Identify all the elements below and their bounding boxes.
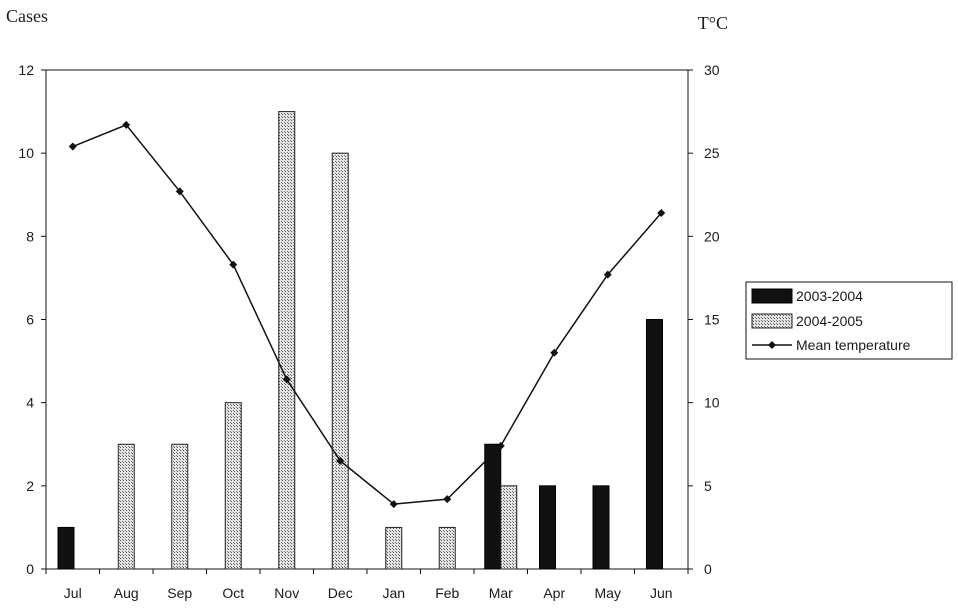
legend-label-temperature: Mean temperature bbox=[796, 337, 911, 353]
bar-2004-2005 bbox=[171, 443, 189, 570]
bar-2003-2004 bbox=[592, 485, 610, 570]
y-tick-label: 0 bbox=[26, 561, 34, 577]
temperature-marker bbox=[443, 495, 452, 504]
temperature-marker bbox=[657, 209, 666, 218]
temperature-marker bbox=[336, 456, 345, 465]
y2-tick-label: 15 bbox=[704, 312, 720, 328]
bar-2004-2005 bbox=[117, 443, 135, 570]
y-tick-label: 8 bbox=[26, 228, 34, 244]
temperature-marker bbox=[175, 187, 184, 196]
x-tick-label: Aug bbox=[114, 585, 139, 601]
y-tick-label: 6 bbox=[26, 312, 34, 328]
y2-tick-label: 25 bbox=[704, 145, 720, 161]
legend-swatch-2003-2004 bbox=[751, 288, 793, 304]
temperature-marker bbox=[229, 260, 238, 269]
x-tick-label: Feb bbox=[435, 585, 459, 601]
legend-marker-temperature bbox=[768, 341, 776, 349]
y2-tick-label: 20 bbox=[704, 228, 720, 244]
x-tick-label: Jun bbox=[650, 585, 673, 601]
x-tick-label: Mar bbox=[489, 585, 513, 601]
y2-tick-label: 5 bbox=[704, 478, 712, 494]
x-tick-label: Apr bbox=[543, 585, 565, 601]
bar-2003-2004 bbox=[57, 526, 75, 570]
bar-2004-2005 bbox=[224, 402, 242, 570]
bar-2004-2005 bbox=[331, 152, 349, 570]
bar-2003-2004 bbox=[484, 443, 502, 570]
bar-2003-2004 bbox=[539, 485, 556, 570]
bar-2004-2005 bbox=[385, 526, 403, 570]
x-tick-label: Nov bbox=[274, 585, 299, 601]
y-tick-label: 2 bbox=[26, 478, 34, 494]
temperature-line bbox=[72, 123, 662, 505]
x-tick-label: Sep bbox=[167, 585, 192, 601]
y-tick-label: 12 bbox=[18, 62, 34, 78]
x-tick-label: Dec bbox=[328, 585, 353, 601]
legend-label-2004-2005: 2004-2005 bbox=[796, 313, 863, 329]
y2-tick-label: 0 bbox=[704, 561, 712, 577]
y-axis-title: Cases bbox=[6, 6, 48, 26]
temperature-marker bbox=[68, 142, 77, 151]
x-tick-label: May bbox=[595, 585, 621, 601]
bar-2003-2004 bbox=[646, 319, 663, 570]
bar-2004-2005 bbox=[278, 111, 296, 570]
temperature-marker bbox=[496, 441, 505, 450]
x-tick-label: Oct bbox=[222, 585, 244, 601]
temperature-marker bbox=[389, 500, 398, 509]
y2-tick-label: 30 bbox=[704, 62, 720, 78]
legend-label-2003-2004: 2003-2004 bbox=[796, 288, 863, 304]
bar-2004-2005 bbox=[438, 526, 456, 570]
temperature-marker bbox=[282, 375, 291, 384]
x-tick-label: Jul bbox=[64, 585, 82, 601]
temperature-marker bbox=[122, 120, 131, 129]
y2-tick-label: 10 bbox=[704, 395, 720, 411]
temperature-marker bbox=[603, 270, 612, 279]
bar-2004-2005 bbox=[500, 485, 518, 570]
y-tick-label: 10 bbox=[18, 145, 34, 161]
legend-swatch-2004-2005 bbox=[751, 313, 793, 329]
y-tick-label: 4 bbox=[26, 395, 34, 411]
y2-axis-title: T°C bbox=[698, 13, 728, 33]
x-tick-label: Jan bbox=[382, 585, 405, 601]
temperature-marker bbox=[550, 348, 559, 357]
